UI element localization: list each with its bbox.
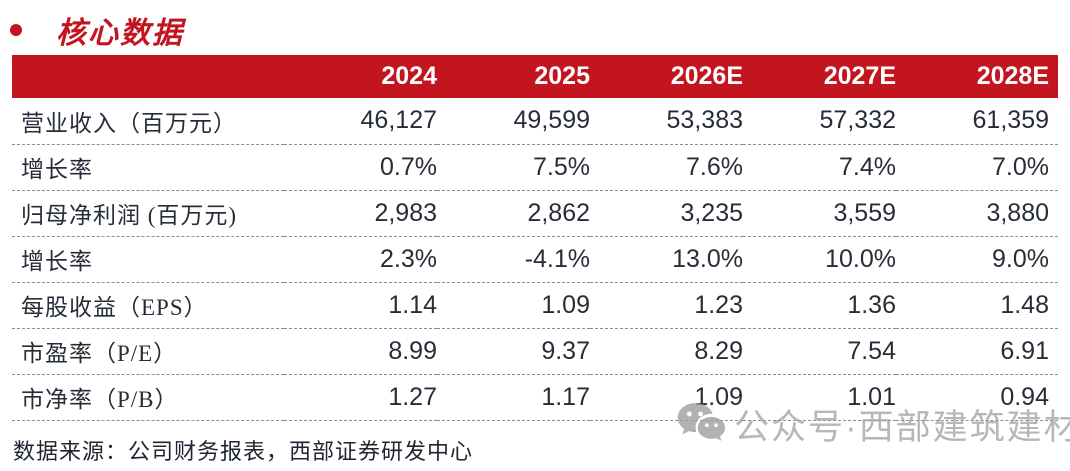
cell-value: 3,559 — [743, 190, 896, 237]
table-row-pe: 市盈率（P/E） 8.99 9.37 8.29 7.54 6.91 — [12, 328, 1058, 375]
cell-value: 46,127 — [284, 98, 437, 145]
cell-value: 1.48 — [896, 282, 1058, 329]
watermark-text: 公众号·西部建筑建材 — [734, 407, 1070, 447]
bullet-icon — [10, 24, 22, 36]
cell-value: 57,332 — [743, 98, 896, 145]
cell-value: 1.14 — [284, 282, 437, 329]
row-label: 归母净利润 (百万元) — [12, 190, 284, 237]
cell-value: 0.94 — [896, 374, 1058, 421]
cell-value: 6.91 — [896, 328, 1058, 375]
cell-value: 49,599 — [437, 98, 590, 145]
cell-value: 3,235 — [590, 190, 743, 237]
header-cell-2026e: 2026E — [590, 55, 743, 98]
cell-value: 7.4% — [743, 144, 896, 191]
cell-value: 1.09 — [437, 282, 590, 329]
cell-value: 1.17 — [437, 374, 590, 421]
row-label: 市净率（P/B） — [12, 374, 284, 421]
source-note: 数据来源：公司财务报表，西部证券研发中心 — [13, 439, 474, 464]
cell-value: 9.0% — [896, 236, 1058, 283]
cell-value: 2.3% — [284, 236, 437, 283]
row-label: 每股收益（EPS） — [12, 282, 284, 329]
cell-value: 2,862 — [437, 190, 590, 237]
row-label: 营业收入（百万元） — [12, 98, 284, 145]
cell-value: 1.01 — [743, 374, 896, 421]
cell-value: 61,359 — [896, 98, 1058, 145]
header-cell-2028e: 2028E — [896, 55, 1058, 98]
header-cell-2024: 2024 — [284, 55, 437, 98]
cell-value: 7.5% — [437, 144, 590, 191]
wechat-icon — [677, 403, 726, 441]
table-row-pb: 市净率（P/B） 1.27 1.17 1.09 1.01 0.94 — [12, 374, 1058, 421]
cell-value: 7.54 — [743, 328, 896, 375]
core-data-table: 2024 2025 2026E 2027E 2028E 营业收入（百万元） 46… — [12, 55, 1058, 421]
table-row-eps: 每股收益（EPS） 1.14 1.09 1.23 1.36 1.48 — [12, 282, 1058, 329]
cell-value: 1.27 — [284, 374, 437, 421]
section-title-row: 核心数据 — [10, 8, 184, 52]
cell-value: 2,983 — [284, 190, 437, 237]
header-cell-2025: 2025 — [437, 55, 590, 98]
page-title: 核心数据 — [56, 17, 184, 50]
cell-value: 53,383 — [590, 98, 743, 145]
cell-value: 13.0% — [590, 236, 743, 283]
cell-value: 1.23 — [590, 282, 743, 329]
row-label: 增长率 — [12, 144, 284, 191]
cell-value: 7.0% — [896, 144, 1058, 191]
cell-value: 10.0% — [743, 236, 896, 283]
table-row-revenue: 营业收入（百万元） 46,127 49,599 53,383 57,332 61… — [12, 98, 1058, 145]
cell-value: 1.36 — [743, 282, 896, 329]
cell-value: -4.1% — [437, 236, 590, 283]
table-row-revenue-growth: 增长率 0.7% 7.5% 7.6% 7.4% 7.0% — [12, 144, 1058, 191]
header-cell-2027e: 2027E — [743, 55, 896, 98]
cell-value: 7.6% — [590, 144, 743, 191]
cell-value: 3,880 — [896, 190, 1058, 237]
cell-value: 8.29 — [590, 328, 743, 375]
cell-value: 0.7% — [284, 144, 437, 191]
table-row-net-profit: 归母净利润 (百万元) 2,983 2,862 3,235 3,559 3,88… — [12, 190, 1058, 237]
cell-value: 9.37 — [437, 328, 590, 375]
table-row-profit-growth: 增长率 2.3% -4.1% 13.0% 10.0% 9.0% — [12, 236, 1058, 283]
row-label: 市盈率（P/E） — [12, 328, 284, 375]
table-header-row: 2024 2025 2026E 2027E 2028E — [12, 55, 1058, 98]
row-label: 增长率 — [12, 236, 284, 283]
cell-value: 8.99 — [284, 328, 437, 375]
watermark: 公众号·西部建筑建材 — [676, 398, 1070, 450]
header-cell-empty — [12, 55, 284, 98]
